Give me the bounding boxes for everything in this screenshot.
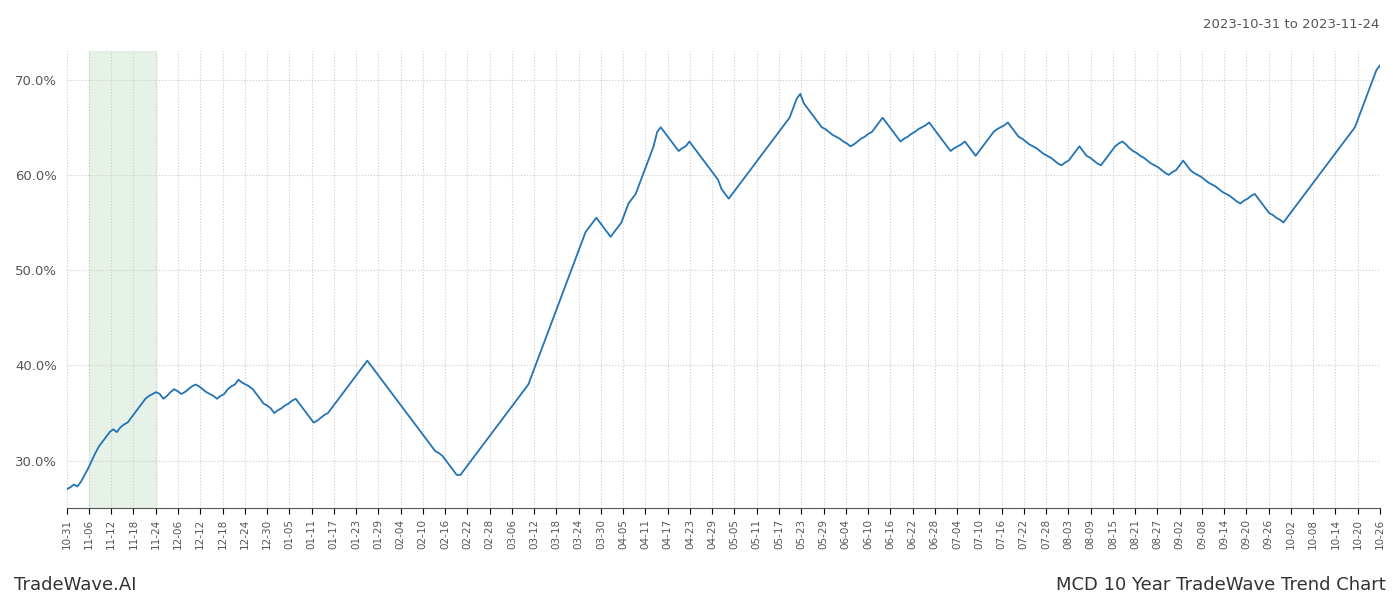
Text: MCD 10 Year TradeWave Trend Chart: MCD 10 Year TradeWave Trend Chart: [1056, 576, 1386, 594]
Text: 2023-10-31 to 2023-11-24: 2023-10-31 to 2023-11-24: [1203, 18, 1379, 31]
Bar: [90, 51, 155, 508]
Text: TradeWave.AI: TradeWave.AI: [14, 576, 137, 594]
